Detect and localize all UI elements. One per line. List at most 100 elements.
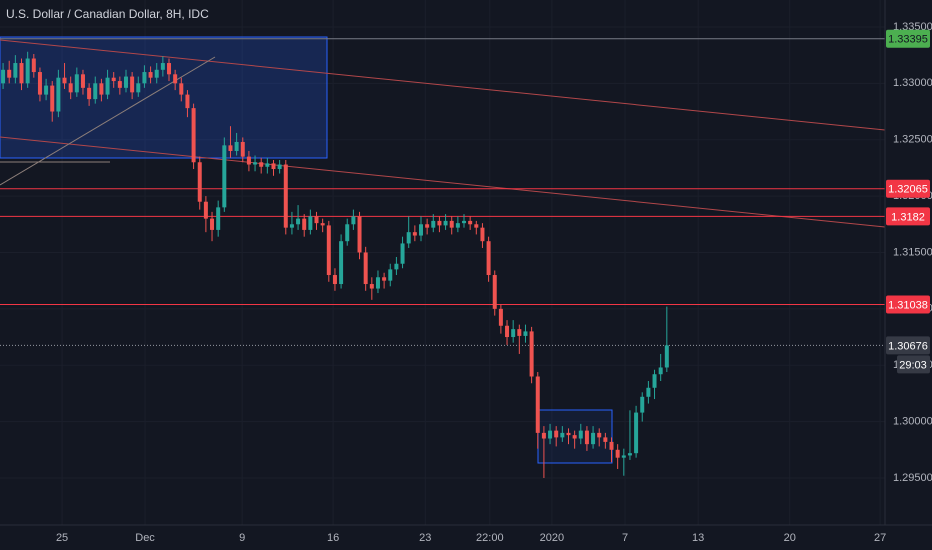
candle-body bbox=[19, 63, 24, 84]
candle-body bbox=[517, 329, 522, 336]
candle-body bbox=[584, 430, 589, 445]
zone-box bbox=[0, 36, 328, 159]
trend-line bbox=[0, 56, 216, 186]
candle-body bbox=[123, 76, 128, 88]
price-tag-label: 1.31038 bbox=[888, 299, 928, 311]
candle-body bbox=[425, 224, 430, 228]
candle-body bbox=[578, 430, 583, 439]
candle-body bbox=[173, 74, 178, 84]
y-tick-label: 1.30000 bbox=[893, 416, 932, 428]
candle-body bbox=[511, 329, 516, 338]
trend-line bbox=[0, 136, 886, 228]
candle-body bbox=[302, 218, 307, 230]
price-tag-label: 1.30676 bbox=[888, 340, 928, 352]
candle-body bbox=[443, 220, 448, 226]
candle-body bbox=[400, 243, 405, 264]
candle-body bbox=[492, 275, 497, 309]
candle-body bbox=[246, 156, 251, 165]
candle-body bbox=[210, 218, 215, 230]
x-tick-label: Dec bbox=[135, 532, 155, 544]
x-tick-label: 27 bbox=[874, 532, 886, 544]
candle-body bbox=[283, 164, 288, 228]
x-tick-label: 13 bbox=[692, 532, 704, 544]
candle-body bbox=[111, 77, 116, 82]
candle-body bbox=[462, 220, 467, 224]
price-tag bbox=[886, 295, 930, 314]
candle-body bbox=[253, 162, 258, 165]
candle-body bbox=[44, 85, 49, 95]
y-tick-label: 1.29500 bbox=[893, 472, 932, 484]
candle-body bbox=[167, 63, 172, 75]
candle-body bbox=[160, 63, 165, 70]
price-tags: 1.33395 1.32065 1.3182 1.31038 1.30676 29:03 bbox=[886, 29, 930, 374]
candle-body bbox=[191, 108, 196, 163]
levels bbox=[0, 38, 885, 346]
candle-body bbox=[388, 269, 393, 281]
candle-body bbox=[1, 69, 6, 84]
candle-body bbox=[609, 441, 614, 450]
candle-body bbox=[468, 220, 473, 225]
candle-body bbox=[646, 387, 651, 397]
x-tick-label: 22:00 bbox=[476, 532, 504, 544]
candles bbox=[1, 51, 669, 478]
candle-body bbox=[357, 216, 362, 253]
candle-body bbox=[240, 141, 245, 157]
candle-body bbox=[634, 412, 639, 454]
candle-body bbox=[560, 432, 565, 438]
candle-body bbox=[566, 432, 571, 436]
candle-body bbox=[68, 83, 73, 93]
candle-body bbox=[382, 277, 387, 281]
candle-body bbox=[271, 163, 276, 170]
candle-body bbox=[13, 63, 18, 78]
candle-body bbox=[265, 163, 270, 167]
y-tick-label: 1.33500 bbox=[893, 21, 932, 33]
candle-body bbox=[652, 374, 657, 388]
x-tick-label: 23 bbox=[419, 532, 431, 544]
candle-body bbox=[216, 207, 221, 230]
candle-body bbox=[418, 224, 423, 236]
candle-body bbox=[394, 263, 399, 270]
candle-body bbox=[455, 223, 460, 228]
y-tick-label: 1.31500 bbox=[893, 246, 932, 258]
candle-body bbox=[277, 164, 282, 170]
candle-body bbox=[523, 331, 528, 336]
y-tick-label: 1.33000 bbox=[893, 77, 932, 89]
candle-body bbox=[406, 232, 411, 244]
price-tag bbox=[886, 29, 930, 48]
candle-body bbox=[228, 145, 233, 151]
candle-body bbox=[50, 85, 55, 112]
candle-body bbox=[486, 241, 491, 276]
x-tick-label: 25 bbox=[56, 532, 68, 544]
candle-body bbox=[148, 72, 153, 78]
y-tick-label: 1.32500 bbox=[893, 134, 932, 146]
candle-body bbox=[369, 284, 374, 289]
candle-body bbox=[345, 224, 350, 242]
candle-body bbox=[431, 220, 436, 228]
candle-body bbox=[203, 201, 208, 219]
candle-body bbox=[74, 74, 79, 93]
price-tag bbox=[886, 179, 930, 198]
candle-body bbox=[154, 69, 159, 78]
candle-body bbox=[664, 345, 669, 368]
candle-body bbox=[548, 430, 553, 439]
x-tick-label: 2020 bbox=[540, 532, 564, 544]
candle-body bbox=[363, 252, 368, 285]
price-tag-label: 1.3182 bbox=[891, 211, 925, 223]
candle-body bbox=[296, 218, 301, 225]
candle-body bbox=[259, 162, 264, 167]
candle-body bbox=[332, 275, 337, 285]
candle-body bbox=[105, 77, 110, 95]
chart-title: U.S. Dollar / Canadian Dollar, 8H, IDC bbox=[6, 7, 209, 21]
candle-body bbox=[80, 74, 85, 88]
candle-body bbox=[136, 83, 141, 93]
candle-body bbox=[498, 308, 503, 326]
candle-body bbox=[505, 325, 510, 338]
x-tick-label: 16 bbox=[327, 532, 339, 544]
price-tag-label: 1.32065 bbox=[888, 184, 928, 196]
candle-body bbox=[289, 224, 294, 228]
candle-body bbox=[554, 430, 559, 438]
candle-body bbox=[56, 77, 61, 112]
candle-body bbox=[535, 376, 540, 433]
